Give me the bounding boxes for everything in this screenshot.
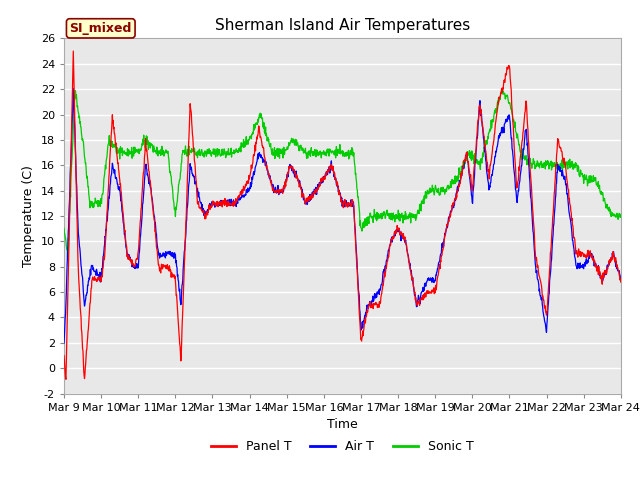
X-axis label: Time: Time — [327, 418, 358, 431]
Air T — [551, 204, 559, 209]
Panel T — [429, 288, 437, 294]
Sonic T — [617, 215, 625, 220]
Panel T — [60, 353, 68, 359]
Y-axis label: Temperature (C): Temperature (C) — [22, 165, 35, 267]
Sonic T — [63, 254, 71, 260]
Panel T — [172, 273, 179, 279]
Line: Panel T: Panel T — [64, 51, 621, 379]
Air T — [60, 340, 68, 346]
Panel T — [247, 168, 255, 174]
Text: SI_mixed: SI_mixed — [70, 22, 132, 35]
Air T — [184, 191, 192, 197]
Air T — [171, 250, 179, 256]
Sonic T — [552, 162, 559, 168]
Sonic T — [171, 206, 179, 212]
Panel T — [617, 279, 625, 285]
Panel T — [62, 376, 70, 382]
Sonic T — [498, 86, 506, 92]
Sonic T — [246, 134, 254, 140]
Line: Air T: Air T — [64, 88, 621, 343]
Sonic T — [60, 226, 68, 231]
Sonic T — [429, 185, 437, 191]
Title: Sherman Island Air Temperatures: Sherman Island Air Temperatures — [215, 18, 470, 33]
Sonic T — [184, 149, 192, 155]
Panel T — [552, 174, 559, 180]
Panel T — [70, 48, 77, 54]
Air T — [429, 275, 437, 281]
Legend: Panel T, Air T, Sonic T: Panel T, Air T, Sonic T — [206, 435, 479, 458]
Sonic T — [502, 92, 510, 98]
Air T — [246, 180, 254, 186]
Panel T — [502, 72, 510, 77]
Air T — [502, 117, 509, 122]
Panel T — [185, 141, 193, 147]
Air T — [70, 85, 77, 91]
Line: Sonic T: Sonic T — [64, 89, 621, 257]
Air T — [617, 275, 625, 281]
